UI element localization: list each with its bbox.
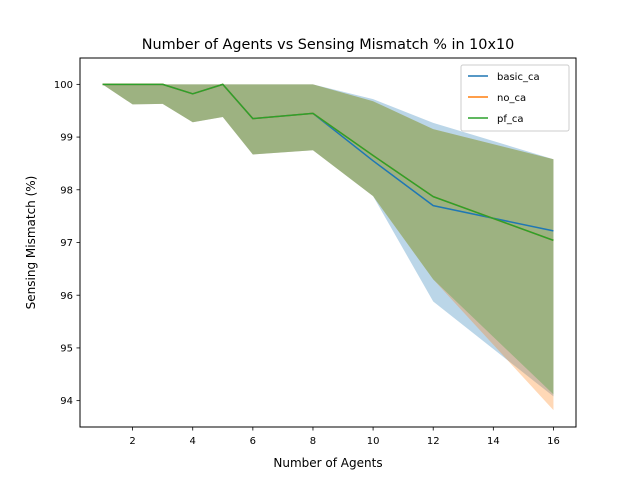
y-tick-label: 100 [54,80,73,91]
y-tick-label: 97 [60,238,73,249]
chart-title: Number of Agents vs Sensing Mismatch % i… [142,37,515,53]
y-tick-label: 98 [60,185,73,196]
band-pf_ca [102,84,554,395]
y-tick-label: 95 [60,344,73,355]
band-no_ca [102,84,554,411]
y-axis-ticks: 94 95 96 97 98 99 100 [54,80,80,407]
x-tick-label: 6 [250,436,256,447]
x-axis-label: Number of Agents [273,456,382,470]
series-lines [102,83,554,242]
x-tick-label: 10 [367,436,380,447]
legend-label-no_ca: no_ca [497,93,526,104]
band-basic_ca [102,84,554,397]
y-axis-label: Sensing Mismatch (%) [24,176,38,310]
y-tick-label: 96 [60,291,73,302]
x-tick-label: 4 [190,436,196,447]
x-tick-label: 2 [129,436,135,447]
legend-label-basic_ca: basic_ca [497,72,540,83]
confidence-bands [102,84,554,411]
x-tick-label: 12 [427,436,440,447]
x-tick-label: 8 [310,436,316,447]
y-tick-label: 99 [60,133,73,144]
legend-box [460,64,570,132]
legend: basic_ca no_ca pf_ca [460,64,570,132]
x-axis-ticks: 2 4 6 8 10 12 14 16 [129,427,560,447]
legend-label-pf_ca: pf_ca [497,114,524,125]
x-tick-label: 14 [487,436,500,447]
y-tick-label: 94 [60,396,73,407]
line-pf_ca [102,83,554,242]
x-tick-label: 16 [547,436,560,447]
